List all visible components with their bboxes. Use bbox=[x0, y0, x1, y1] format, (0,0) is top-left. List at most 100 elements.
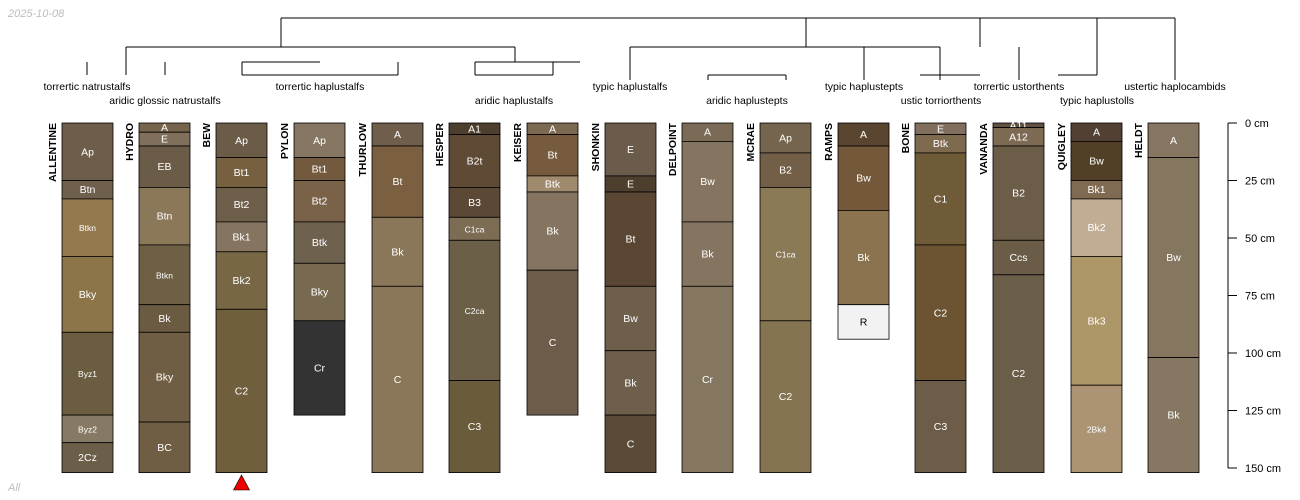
subset-label: All bbox=[8, 482, 21, 494]
horizon-label: C3 bbox=[934, 421, 948, 433]
horizon-label: E bbox=[161, 134, 168, 146]
horizon-label: E bbox=[937, 123, 944, 135]
horizon-bk2 bbox=[215, 251, 268, 310]
horizon-label: C2 bbox=[235, 385, 249, 397]
horizon-bk1 bbox=[215, 221, 268, 253]
horizon-label: C2 bbox=[779, 391, 793, 403]
horizon-label: Bky bbox=[311, 287, 329, 299]
taxa-labels: torrertic natrustalfs aridic glossic natr… bbox=[44, 81, 1226, 107]
tick-label: 100 cm bbox=[1245, 348, 1281, 360]
horizon-label: Bk1 bbox=[232, 231, 250, 243]
horizon-label: Bk bbox=[701, 249, 714, 261]
horizon-r bbox=[837, 304, 890, 340]
horizon-c bbox=[604, 414, 657, 474]
horizon-bk bbox=[526, 191, 579, 271]
horizon-label: C bbox=[394, 374, 402, 386]
profile-name: THURLOW bbox=[357, 123, 369, 177]
horizon-label: Btk bbox=[312, 237, 328, 249]
profile-name: HESPER bbox=[434, 123, 446, 167]
horizon-bt bbox=[526, 134, 579, 177]
horizon-label: C bbox=[549, 337, 557, 349]
profile-hydro: AE EB Btn Btkn Bk Bky BC HYDRO bbox=[124, 122, 191, 473]
horizon-bk bbox=[1147, 357, 1200, 474]
horizon-label: C2ca bbox=[465, 306, 485, 316]
horizon-c1ca bbox=[759, 186, 812, 322]
horizon-label: Btk bbox=[933, 138, 949, 150]
taxon-label: typic haplustalfs bbox=[593, 81, 668, 93]
profile-shonkin: E E Bt Bw Bk C SHONKIN bbox=[590, 122, 657, 474]
horizon-c3 bbox=[448, 380, 501, 474]
tick-label: 125 cm bbox=[1245, 406, 1281, 418]
horizon-label: C1ca bbox=[465, 224, 485, 234]
horizon-label: Ap bbox=[235, 135, 248, 147]
horizon-label: Btkn bbox=[156, 270, 173, 280]
horizon-label: Bky bbox=[156, 372, 174, 384]
profile-name: MCRAE bbox=[745, 123, 757, 162]
horizon-ap bbox=[759, 122, 812, 154]
horizon-c2 bbox=[992, 274, 1045, 473]
horizon-bw bbox=[1070, 140, 1123, 181]
horizon-label: Btn bbox=[80, 184, 96, 196]
horizon-ap bbox=[293, 122, 346, 158]
horizon-label: E bbox=[627, 144, 634, 156]
horizon-bky bbox=[293, 262, 346, 322]
profile-bew: Ap Bt1 Bt2 Bk1 Bk2 C2 BEW bbox=[201, 122, 268, 473]
horizon-c2 bbox=[759, 320, 812, 473]
horizon-c3 bbox=[914, 380, 967, 474]
horizon-label: Bt bbox=[626, 234, 636, 246]
horizon-label: Bky bbox=[79, 289, 97, 301]
profile-name: HYDRO bbox=[124, 123, 136, 161]
horizon-label: Bk3 bbox=[1087, 315, 1105, 327]
horizon-label: 2Bk4 bbox=[1087, 424, 1107, 434]
horizon-bk bbox=[371, 216, 424, 287]
horizon-label: Bw bbox=[700, 176, 715, 188]
horizon-label: B2t bbox=[467, 155, 483, 167]
horizon-b3 bbox=[448, 186, 501, 218]
horizon-label: Bw bbox=[623, 313, 638, 325]
profile-name: KEISER bbox=[512, 123, 524, 163]
horizon-label: A bbox=[394, 129, 401, 141]
horizon-bt2 bbox=[293, 180, 346, 223]
horizon-label: Bw bbox=[856, 173, 871, 185]
horizon-label: C2 bbox=[934, 307, 948, 319]
profile-mcrae: Ap B2 C1ca C2 MCRAE bbox=[745, 122, 812, 473]
horizon-label: Bk2 bbox=[232, 275, 250, 287]
horizon-label: Bk bbox=[1167, 410, 1180, 422]
profile-bone: E Btk C1 C2 C3 BONE bbox=[900, 122, 967, 474]
profile-ramps: A Bw Bk R RAMPS bbox=[823, 122, 890, 340]
horizon-btn bbox=[138, 186, 191, 246]
taxon-label: ustertic haplocambids bbox=[1124, 81, 1226, 93]
horizon-label: Ap bbox=[779, 132, 792, 144]
profile-name: QUIGLEY bbox=[1056, 123, 1068, 170]
horizon-label: Bt bbox=[393, 176, 403, 188]
profile-hesper: A1 B2t B3 C1ca C2ca C3 HESPER bbox=[434, 123, 501, 474]
taxon-label: torrertic haplustalfs bbox=[276, 81, 365, 93]
profile-quigley: A Bw Bk1 Bk2 Bk3 2Bk4 QUIGLEY bbox=[1056, 122, 1123, 474]
horizon-label: Bk bbox=[624, 377, 637, 389]
horizon-label: BC bbox=[157, 442, 172, 454]
horizon-e bbox=[604, 122, 657, 177]
horizon-label: A1 bbox=[468, 123, 481, 135]
taxon-label: aridic haplustepts bbox=[706, 95, 788, 107]
horizon-label: Bk1 bbox=[1087, 184, 1105, 196]
horizon-label: Bk bbox=[546, 226, 559, 238]
horizon-bky bbox=[61, 255, 114, 333]
tick-label: 0 cm bbox=[1245, 118, 1269, 130]
horizon-label: A bbox=[704, 127, 711, 139]
horizon-label: A12 bbox=[1009, 131, 1028, 143]
horizon-label: Btk bbox=[545, 178, 561, 190]
horizon-label: Bt1 bbox=[312, 164, 328, 176]
horizon-label: C1 bbox=[934, 193, 948, 205]
tick-label: 150 cm bbox=[1245, 463, 1281, 475]
horizon-cr bbox=[681, 285, 734, 473]
horizon-2cz bbox=[61, 442, 114, 474]
date-stamp: 2025-10-08 bbox=[8, 8, 65, 20]
profile-name: RAMPS bbox=[823, 123, 835, 161]
horizon-bk2 bbox=[1070, 198, 1123, 257]
horizon-label: Ccs bbox=[1009, 252, 1027, 264]
horizon-bw bbox=[1147, 157, 1200, 359]
profile-name: ALLENTINE bbox=[47, 123, 59, 182]
horizon-bt bbox=[371, 145, 424, 218]
